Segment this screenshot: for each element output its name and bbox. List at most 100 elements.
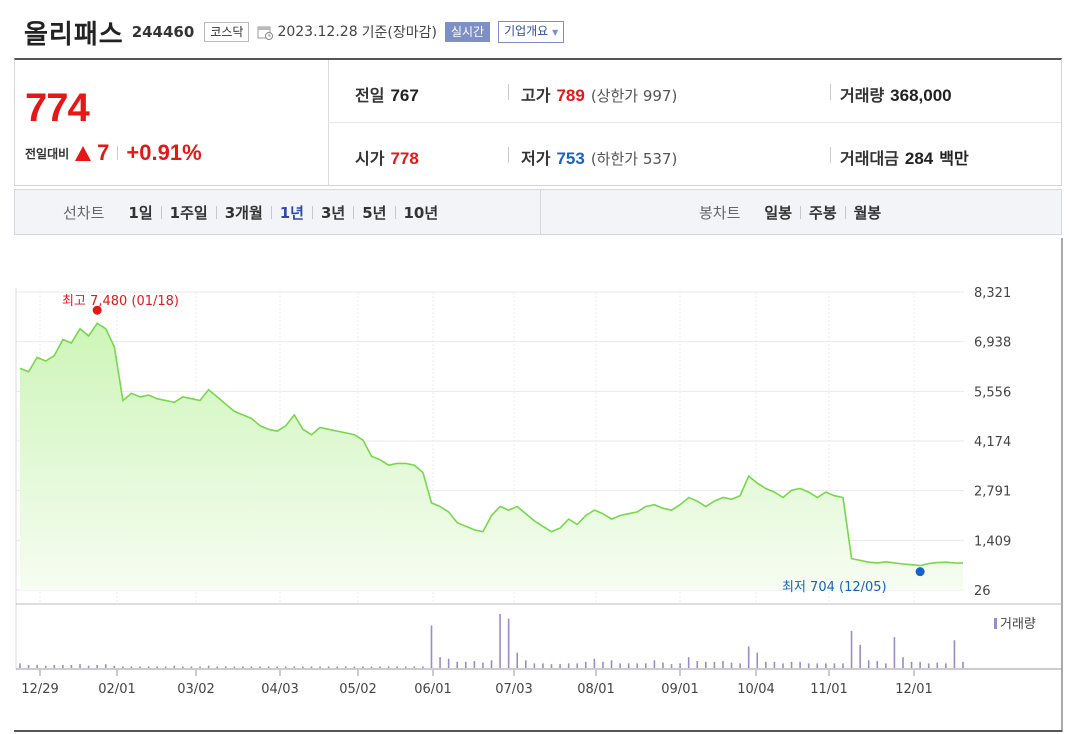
volume-bar [53,664,56,668]
divider [117,146,119,160]
candle-tab-2[interactable]: 월봉 [853,203,882,222]
volume-bar [19,663,21,668]
line-tab-4[interactable]: 3년 [321,203,346,222]
price-area [20,323,963,590]
volume-bar [464,661,467,668]
volume-bar [816,663,819,668]
volume-bar [396,666,398,668]
company-overview-label: 기업개요 [504,24,549,38]
volume-bar [645,663,647,668]
line-tab-6[interactable]: 10년 [403,203,439,222]
trade-amount: 거래대금 284 백만 [840,145,969,169]
volume-legend-label: 거래량 [1000,617,1036,632]
line-tab-3[interactable]: 1년 [279,203,304,222]
y-tick-label: 8,321 [974,286,1011,301]
line-chart-label: 선차트 [63,203,105,222]
volume-bar [799,661,801,668]
volume-bar [524,660,527,668]
line-tab-1[interactable]: 1주일 [169,203,208,222]
volume-bar [850,630,853,668]
candle-chart-label: 봉차트 [699,203,741,222]
candle-tab-1[interactable]: 주봉 [809,203,837,222]
high-value: 789 [556,86,585,105]
low-marker [915,567,925,577]
volume-bar [919,661,921,668]
volume-bar [910,661,913,668]
line-tab-2[interactable]: 3개월 [224,203,263,222]
volume-value: 368,000 [890,86,952,105]
volume-bar [602,661,604,668]
volume-bar [302,666,304,668]
x-tick-label: 05/02 [339,682,376,697]
volume-bar [807,663,810,668]
divider [540,190,541,234]
volume-bar [96,664,98,668]
volume: 거래량 368,000 [840,82,952,106]
amount-unit: 백만 [939,149,969,168]
price-summary: 774 전일대비 7 +0.91% 전일 767 고가 789 (상한가 997… [14,58,1062,186]
stock-header: 올리패스 244460 코스닥 2023.12.28 기준(장마감) 실시간 기… [24,14,565,50]
volume-bar [36,664,38,668]
volume-bar [507,618,510,668]
volume-bar [859,644,861,668]
volume-bar [293,666,296,668]
volume-bar [250,666,253,668]
divider [508,84,509,100]
volume-bar [542,663,544,668]
volume-bar [730,662,733,668]
divider [844,205,846,219]
candle-tab-0[interactable]: 일봉 [764,203,793,222]
y-tick-label: 26 [974,584,991,599]
volume-bar [610,660,613,668]
company-overview-dropdown[interactable]: 기업개요 ▼ [498,21,565,43]
volume-bar [893,637,896,668]
divider [353,205,355,219]
volume-bar [945,663,947,668]
divider [160,205,162,219]
divider [215,205,217,219]
volume-bar [164,666,167,668]
volume-bar [533,663,536,668]
change-label: 전일대비 [25,146,70,161]
volume-bar [276,666,278,668]
volume-bar [70,664,73,668]
volume-bar [404,666,407,668]
volume-bar [782,663,784,668]
high-label: 고가 [521,86,551,105]
line-tab-0[interactable]: 1일 [128,203,153,222]
volume-bar [344,666,347,668]
line-tab-5[interactable]: 5년 [362,203,387,222]
change-percent: +0.91% [126,140,202,165]
realtime-button[interactable]: 실시간 [444,22,491,42]
volume-bar [233,666,236,668]
divider [830,147,831,163]
price-row-2: 시가 778 저가 753 (하한가 537) 거래대금 284 백만 [328,123,1061,185]
volume-bar [327,666,330,668]
volume-bar [336,666,338,668]
volume-bar [747,646,750,668]
date-info: 2023.12.28 기준(장마감) [257,22,437,42]
high-marker [92,305,102,315]
volume-legend-swatch [994,618,997,629]
volume-bar [113,665,116,668]
low-value: 753 [556,149,585,168]
volume-bar [936,662,939,668]
volume-bar [679,663,681,668]
divider [800,205,802,219]
chart-marks: 최고 7,480 (01/18) 최저 704 (12/05) [62,294,925,595]
y-tick-label: 1,409 [974,534,1011,549]
volume-bar [473,661,476,668]
volume-bar [790,661,793,668]
volume-bar [44,665,47,668]
volume-bar [619,663,621,668]
volume-bar [267,666,270,668]
volume-bar [284,666,287,668]
lower-limit: (하한가 537) [590,150,678,168]
volume-bar [696,661,699,668]
y-tick-label: 6,938 [974,336,1011,351]
volume-bar [765,661,767,668]
volume-bar [87,665,90,668]
volume-bar [182,666,184,668]
x-tick-label: 09/01 [661,682,698,697]
y-tick-label: 5,556 [974,385,1011,400]
